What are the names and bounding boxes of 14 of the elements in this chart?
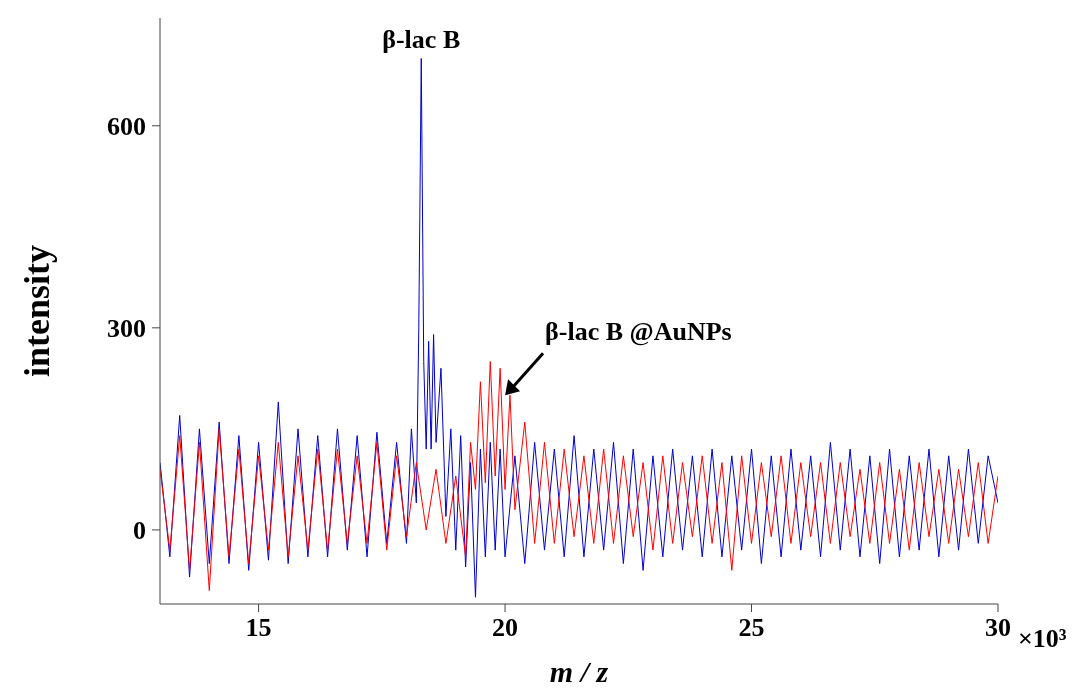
y-tick-label: 0: [133, 516, 146, 546]
y-axis-title: intensity: [16, 244, 57, 378]
x-tick-label: 30: [985, 613, 1011, 643]
y-tick-label: 600: [107, 112, 146, 141]
x-tick-label: 15: [245, 613, 272, 643]
text: ×10³: [1018, 624, 1067, 653]
x-tick-label: 20: [492, 613, 519, 643]
annotation: β-lac B @AuNPs: [545, 317, 732, 347]
line-series: [160, 57, 998, 598]
x-tick-label: 25: [738, 613, 765, 643]
x-axis-title: m / z: [549, 655, 609, 688]
line-series: [160, 361, 998, 592]
y-tick-label: 300: [107, 314, 146, 344]
annotation: β-lac B: [382, 25, 461, 55]
